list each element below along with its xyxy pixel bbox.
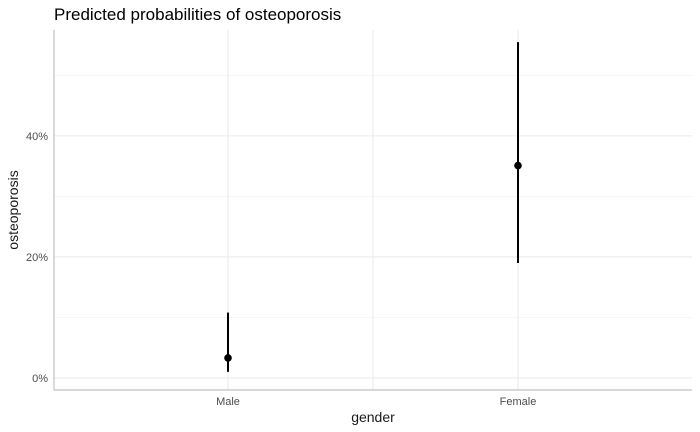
data-marks: [224, 42, 522, 372]
y-tick-label: 40%: [26, 131, 48, 143]
tick-labels: 0% 20% 40% Male Female: [26, 131, 536, 408]
grid: [54, 30, 692, 390]
estimate-point: [224, 354, 232, 362]
y-tick-label: 0%: [32, 373, 48, 385]
estimate-point: [514, 161, 522, 170]
y-tick-label: 20%: [26, 252, 48, 264]
chart-title: Predicted probabilities of osteoporosis: [54, 5, 341, 24]
x-tick-label: Male: [216, 396, 240, 408]
y-axis-title: osteoporosis: [5, 170, 21, 249]
x-axis-title: gender: [351, 409, 395, 425]
x-tick-label: Female: [500, 396, 537, 408]
